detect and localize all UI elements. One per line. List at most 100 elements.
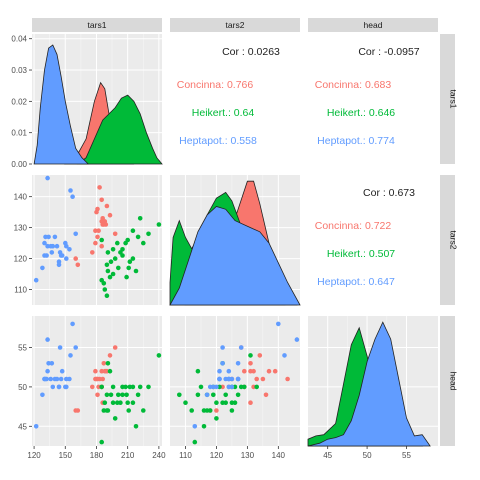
scatter-point-concinna xyxy=(95,392,100,398)
scatter-point-concinna xyxy=(95,234,100,240)
scatter-point-heikert xyxy=(105,408,111,413)
y-tick-label: 110 xyxy=(14,286,27,295)
scatter-point-heikert xyxy=(198,384,204,390)
scatter-point-concinna xyxy=(93,368,98,374)
scatter-point-concinna xyxy=(248,361,253,366)
scatter-point-concinna xyxy=(99,368,104,374)
x-tick-label: 110 xyxy=(179,451,192,460)
scatter-point-heptapot xyxy=(57,345,63,350)
row-strip-head xyxy=(440,316,455,446)
scatter-point-heikert xyxy=(192,439,198,445)
correlation-panel-tars1-head xyxy=(308,34,438,164)
scatter-point-heptapot xyxy=(33,277,39,283)
scatter-point-heikert xyxy=(105,250,111,255)
y-tick-label: 0.02 xyxy=(11,97,27,106)
scatter-point-heikert xyxy=(223,392,228,398)
scatter-point-heikert xyxy=(195,368,201,374)
x-tick-label: 180 xyxy=(90,451,104,460)
scatter-point-heptapot xyxy=(235,361,241,366)
row-strip-tars1 xyxy=(440,34,455,164)
y-tick-label: 0.00 xyxy=(11,160,27,169)
scatter-point-heikert xyxy=(137,216,143,221)
scatter-point-heptapot xyxy=(33,424,39,429)
scatter-point-heptapot xyxy=(56,259,62,265)
scatter-point-heptapot xyxy=(50,243,56,249)
scatter-point-heikert xyxy=(214,416,219,421)
scatter-point-concinna xyxy=(75,262,81,268)
scatter-point-concinna xyxy=(103,222,109,227)
x-tick-label: 150 xyxy=(59,451,73,460)
scatter-point-heikert xyxy=(248,353,253,358)
scatter-point-heikert xyxy=(127,259,133,265)
scatter-point-heptapot xyxy=(226,368,232,374)
correlation-group-concinna: Concinna: 0.683 xyxy=(315,79,392,91)
scatter-point-heptapot xyxy=(70,194,75,199)
scatter-point-heptapot xyxy=(204,392,210,398)
scatter-point-heptapot xyxy=(192,424,198,429)
scatter-point-heikert xyxy=(146,384,151,390)
scatter-point-heptapot xyxy=(56,384,62,390)
scatter-point-heptapot xyxy=(52,234,58,240)
scatter-point-concinna xyxy=(99,197,104,203)
scatter-point-heptapot xyxy=(67,247,72,252)
scatter-point-concinna xyxy=(260,376,266,382)
scatter-point-heikert xyxy=(130,256,136,261)
scatter-point-heikert xyxy=(110,247,116,252)
y-tick-label: 0.03 xyxy=(11,66,27,75)
scatter-point-heikert xyxy=(107,274,113,280)
scatter-point-heptapot xyxy=(40,392,45,398)
scatter-point-heptapot xyxy=(59,253,65,258)
x-tick-label: 140 xyxy=(272,451,286,460)
scatter-point-heptapot xyxy=(68,188,73,193)
scatter-point-concinna xyxy=(96,228,101,233)
scatter-point-heikert xyxy=(99,384,104,390)
x-tick-label: 210 xyxy=(121,451,135,460)
scatter-point-concinna xyxy=(254,376,259,382)
scatter-point-heptapot xyxy=(46,361,51,366)
scatter-point-heikert xyxy=(126,265,131,271)
scatter-point-heikert xyxy=(120,384,125,390)
scatter-point-heptapot xyxy=(220,345,225,350)
scatter-point-heikert xyxy=(211,392,216,398)
scatter-point-heikert xyxy=(133,268,139,274)
x-tick-label: 50 xyxy=(363,451,372,460)
correlation-overall: Cor : 0.673 xyxy=(363,187,415,199)
scatter-point-heptapot xyxy=(40,265,45,271)
scatter-point-heptapot xyxy=(70,321,75,327)
scatter-point-concinna xyxy=(107,212,113,218)
x-tick-label: 120 xyxy=(210,451,224,460)
scatter-point-heptapot xyxy=(282,353,287,358)
scatter-point-heikert xyxy=(116,392,121,398)
scatter-point-concinna xyxy=(73,256,78,261)
scatter-point-concinna xyxy=(257,353,263,358)
scatter-point-concinna xyxy=(248,368,253,374)
correlation-panel-tars2-head xyxy=(308,175,438,305)
density-tars1-heptapot xyxy=(33,44,90,165)
scatter-point-concinna xyxy=(214,408,219,413)
scatter-point-heikert xyxy=(133,424,139,429)
scatter-point-heptapot xyxy=(44,253,49,258)
y-tick-label: 130 xyxy=(14,224,28,233)
scatter-point-concinna xyxy=(99,243,104,249)
scatter-point-heikert xyxy=(124,392,129,398)
scatter-point-concinna xyxy=(112,345,118,350)
scatter-point-concinna xyxy=(263,392,269,398)
density-tars1-heikert xyxy=(76,94,163,165)
scatter-point-concinna xyxy=(100,216,105,221)
scatter-point-concinna xyxy=(93,228,98,233)
correlation-group-heptapot: Heptapot.: 0.647 xyxy=(317,276,395,288)
scatter-point-heptapot xyxy=(214,384,219,390)
x-tick-label: 240 xyxy=(152,451,166,460)
scatter-point-concinna xyxy=(107,353,113,358)
correlation-group-concinna: Concinna: 0.722 xyxy=(315,220,392,232)
scatter-point-heikert xyxy=(116,265,121,271)
scatter-point-heptapot xyxy=(45,337,50,342)
scatter-point-concinna xyxy=(104,203,110,209)
scatter-point-heptapot xyxy=(64,243,69,249)
scatter-point-heptapot xyxy=(67,376,72,382)
scatter-point-heikert xyxy=(124,274,129,280)
y-tick-label: 55 xyxy=(18,344,27,353)
scatter-point-heikert xyxy=(130,400,136,406)
scatter-point-concinna xyxy=(285,376,290,382)
scatter-point-heikert xyxy=(115,400,120,406)
